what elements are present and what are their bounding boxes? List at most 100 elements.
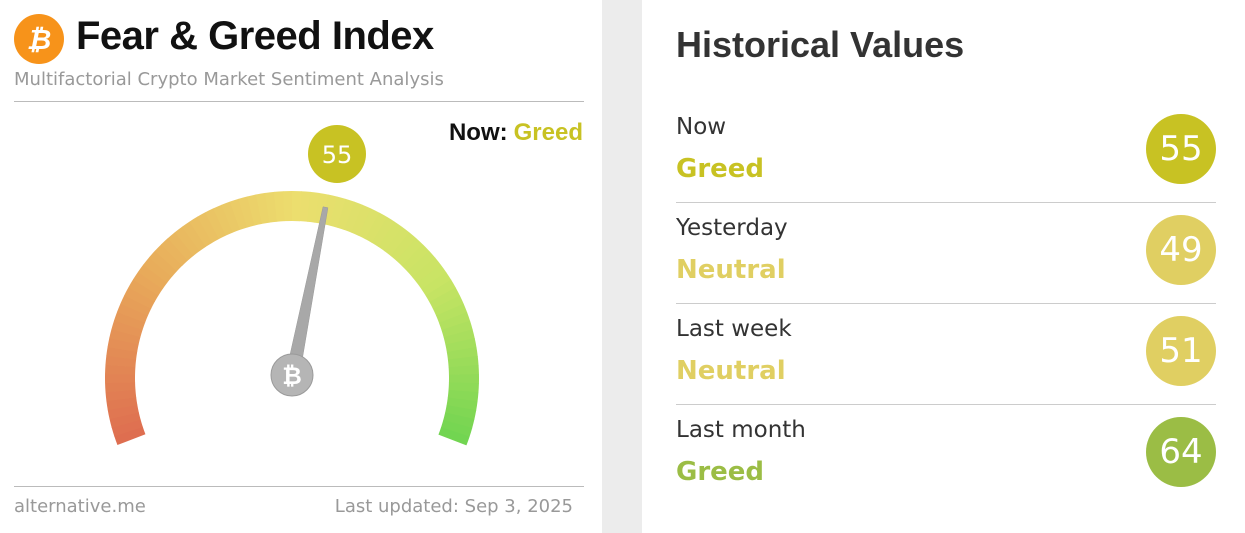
now-classification: Greed bbox=[513, 119, 583, 146]
gauge-arc-segment bbox=[106, 397, 138, 411]
gauge-arc-segment bbox=[440, 419, 473, 437]
gauge-arc-segment bbox=[351, 204, 372, 236]
gauge-arc-segment bbox=[390, 232, 417, 261]
gauge-arc-segment bbox=[412, 257, 442, 284]
page-title: Fear & Greed Index bbox=[76, 14, 434, 58]
gauge-arc-segment bbox=[443, 412, 475, 429]
history-row: Now Greed 55 bbox=[676, 102, 1216, 203]
gauge-value: 55 bbox=[322, 141, 353, 169]
gauge-arc-segment bbox=[105, 355, 137, 368]
gauge-arc-segment bbox=[114, 426, 146, 446]
gauge-arc-segment bbox=[401, 244, 430, 272]
gauge-arc-segment bbox=[446, 397, 478, 411]
divider bbox=[14, 486, 584, 487]
gauge-arc-segment bbox=[109, 411, 141, 428]
history-row: Last month Greed 64 bbox=[676, 405, 1216, 506]
row-value-badge: 64 bbox=[1146, 417, 1216, 487]
divider bbox=[14, 101, 584, 102]
row-classification: Greed bbox=[676, 457, 765, 487]
gauge-arc-segment bbox=[111, 320, 143, 338]
history-row: Yesterday Neutral 49 bbox=[676, 203, 1216, 304]
gauge-arc-segment bbox=[161, 237, 189, 266]
gauge-arc-segment bbox=[247, 194, 263, 226]
row-label: Yesterday bbox=[676, 215, 788, 241]
row-classification: Neutral bbox=[676, 255, 786, 285]
gauge-arc-segment bbox=[443, 329, 475, 346]
gauge-arc-segment bbox=[116, 303, 149, 323]
gauge-arc-segment bbox=[154, 244, 183, 272]
row-value-badge: 49 bbox=[1146, 215, 1216, 285]
gauge-arc bbox=[105, 190, 479, 446]
gauge-arc-segment bbox=[174, 226, 200, 256]
gauge-arc-segment bbox=[407, 250, 436, 278]
fear-greed-panel: ₿ Fear & Greed Index Multifactorial Cryp… bbox=[0, 0, 602, 533]
row-classification: Greed bbox=[676, 154, 765, 184]
gauge-arc-segment bbox=[421, 272, 452, 296]
gauge-arc-segment bbox=[441, 320, 473, 338]
gauge-arc-segment bbox=[114, 311, 146, 330]
gauge-arc-segment bbox=[148, 250, 178, 278]
gauge-arc-segment bbox=[438, 427, 470, 446]
gauge-arc-segment bbox=[447, 389, 479, 402]
gauge-arc-segment bbox=[396, 238, 424, 267]
gauge-needle bbox=[284, 206, 329, 380]
row-label: Now bbox=[676, 114, 727, 140]
gauge-arc-segment bbox=[181, 221, 207, 252]
now-label: Now: bbox=[448, 119, 508, 146]
gauge-arc-segment bbox=[109, 328, 141, 345]
gauge-arc-segment bbox=[273, 191, 285, 222]
source-link[interactable]: alternative.me bbox=[14, 496, 146, 517]
gauge-arc-segment bbox=[238, 196, 255, 228]
gauge-arc-segment bbox=[425, 279, 456, 303]
bitcoin-icon: ₿ bbox=[14, 14, 64, 64]
gauge-arc-segment bbox=[445, 404, 477, 420]
gauge-arc-segment bbox=[446, 347, 478, 361]
row-label: Last month bbox=[676, 417, 806, 443]
gauge-arc-segment bbox=[436, 303, 468, 324]
gauge-arc-segment bbox=[344, 201, 364, 233]
bitcoin-icon: ₿ bbox=[282, 362, 302, 390]
gauge-arc-segment bbox=[213, 204, 234, 236]
gauge-arc-segment bbox=[329, 196, 347, 228]
gauge-arc-segment bbox=[221, 201, 241, 233]
gauge-arc-segment bbox=[143, 257, 173, 283]
gauge-arc-segment bbox=[336, 198, 355, 231]
gauge-arc-segment bbox=[197, 212, 220, 243]
row-label: Last week bbox=[676, 316, 792, 342]
history-row: Last week Neutral 51 bbox=[676, 304, 1216, 405]
gauge-arc-segment bbox=[378, 221, 403, 252]
now-status: Now: Greed bbox=[449, 119, 583, 147]
gauge-arc-segment bbox=[264, 191, 278, 223]
historical-values-panel: Historical Values Now Greed 55 Yesterday … bbox=[642, 0, 1245, 533]
gauge-arc-segment bbox=[111, 419, 143, 437]
gauge-arc-segment bbox=[137, 264, 168, 290]
gauge-arc-segment bbox=[107, 337, 139, 353]
row-classification: Neutral bbox=[676, 356, 786, 386]
gauge-arc-segment bbox=[124, 287, 155, 309]
separator bbox=[602, 0, 642, 533]
gauge-value-badge bbox=[308, 125, 366, 183]
gauge-arc-segment bbox=[299, 191, 311, 222]
gauge-arc-segment bbox=[132, 271, 163, 296]
gauge-arc-segment bbox=[255, 192, 270, 224]
gauge-arc-segment bbox=[432, 295, 464, 317]
gauge-arc-segment bbox=[358, 208, 380, 240]
gauge-arc-segment bbox=[106, 346, 138, 360]
gauge-arc-segment bbox=[307, 191, 320, 223]
gauge-arc-segment bbox=[445, 338, 477, 353]
gauge: ₿ 55 bbox=[105, 125, 479, 446]
gauge-arc-segment bbox=[371, 216, 396, 248]
gauge-arc-segment bbox=[447, 356, 479, 368]
row-value-badge: 55 bbox=[1146, 114, 1216, 184]
gauge-arc-segment bbox=[384, 226, 410, 257]
gauge-arc-segment bbox=[105, 389, 137, 402]
needle-hub bbox=[270, 353, 314, 397]
gauge-arc-segment bbox=[204, 208, 227, 240]
gauge-arc-segment bbox=[120, 295, 152, 316]
gauge-arc-segment bbox=[167, 232, 194, 261]
gauge-arc-segment bbox=[128, 279, 159, 303]
last-updated: Last updated: Sep 3, 2025 bbox=[334, 496, 573, 517]
gauge-arc-segment bbox=[229, 198, 248, 230]
historical-title: Historical Values bbox=[676, 24, 965, 65]
gauge-arc-segment bbox=[107, 404, 139, 420]
